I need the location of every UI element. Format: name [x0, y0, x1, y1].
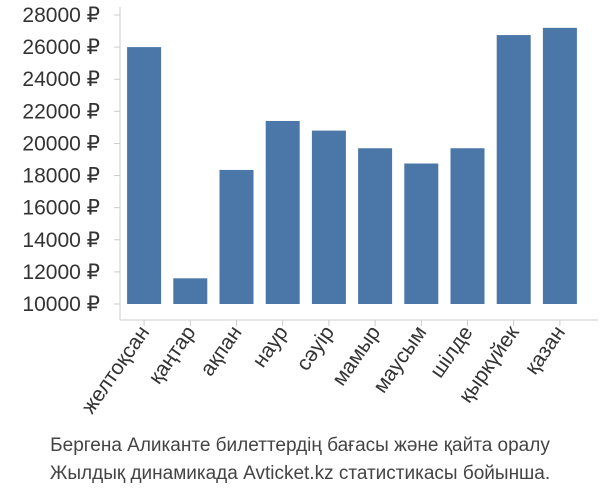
- x-tick-label: желтоқсан: [77, 322, 154, 418]
- y-tick-label: 24000 ₽: [22, 68, 100, 91]
- bar: [173, 278, 208, 304]
- bar-chart: 10000 ₽ 12000 ₽ 14000 ₽ 16000 ₽ 18000 ₽ 20000…: [22, 4, 598, 418]
- bar: [311, 130, 346, 304]
- y-tick-label: 16000 ₽: [22, 197, 100, 220]
- y-tick-label: 28000 ₽: [22, 4, 100, 27]
- x-tick-label: қаңтар: [144, 322, 200, 389]
- caption-line-1: Бергена Аликанте билеттердің бағасы және…: [50, 435, 550, 456]
- y-tick-label: 22000 ₽: [22, 100, 100, 123]
- y-tick-label: 10000 ₽: [22, 293, 100, 316]
- bar: [404, 163, 439, 304]
- bar: [358, 148, 393, 304]
- x-tick-label: наур: [248, 322, 293, 372]
- bar: [265, 120, 300, 304]
- y-tick-label: 18000 ₽: [22, 165, 100, 188]
- bar: [450, 148, 485, 304]
- y-axis: 10000 ₽ 12000 ₽ 14000 ₽ 16000 ₽ 18000 ₽ 20000…: [22, 4, 121, 320]
- bar: [496, 35, 531, 304]
- x-tick-label: ақпан: [196, 322, 247, 381]
- y-tick-label: 14000 ₽: [22, 229, 100, 252]
- caption-line-2: Жылдық динамикада Avticket.kz статистика…: [49, 463, 551, 484]
- bars: [127, 27, 577, 304]
- x-tick-label: қазан: [520, 322, 570, 379]
- y-tick-label: 20000 ₽: [22, 132, 100, 155]
- bar: [219, 169, 254, 304]
- bar: [127, 47, 162, 304]
- x-tick-label: сәуір: [292, 322, 339, 375]
- y-tick-label: 26000 ₽: [22, 36, 100, 59]
- bar: [542, 27, 577, 304]
- y-tick-label: 12000 ₽: [22, 261, 100, 284]
